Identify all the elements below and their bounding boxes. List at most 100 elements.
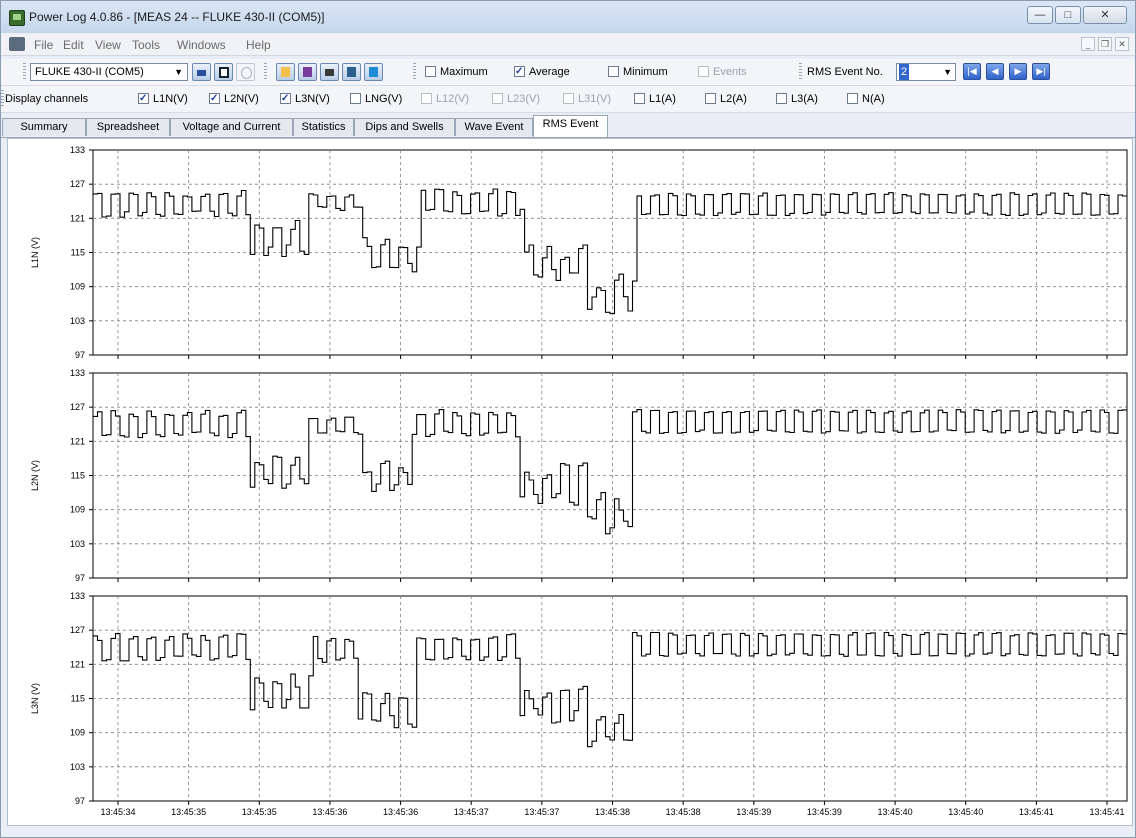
menu-tools[interactable]: Tools bbox=[132, 38, 161, 52]
y-tick-label: 103 bbox=[70, 539, 85, 549]
x-tick-label: 13:45:37 bbox=[524, 807, 559, 817]
print-icon bbox=[325, 69, 334, 76]
channel-label: L3N(V) bbox=[295, 93, 330, 105]
y-tick-label: 109 bbox=[70, 728, 85, 738]
chevron-down-icon: ▼ bbox=[174, 67, 183, 77]
checkbox-box bbox=[209, 92, 220, 105]
y-tick-label: 109 bbox=[70, 505, 85, 515]
export-button[interactable] bbox=[342, 63, 361, 81]
channel-l3a-checkbox[interactable]: L3(A) bbox=[776, 93, 818, 107]
channel-l1n-checkbox[interactable]: L1N(V) bbox=[138, 92, 188, 107]
events-label: Events bbox=[713, 66, 747, 78]
tab-voltage-and-current[interactable]: Voltage and Current bbox=[170, 118, 293, 136]
channel-l31-checkbox: L31(V) bbox=[563, 93, 611, 107]
tab-summary[interactable]: Summary bbox=[2, 118, 86, 136]
rms-trace-3 bbox=[93, 631, 1127, 748]
channel-label: L2N(V) bbox=[224, 93, 259, 105]
minimize-button[interactable]: — bbox=[1027, 6, 1053, 24]
rms-event-label: RMS Event No. bbox=[807, 66, 883, 78]
menu-help[interactable]: Help bbox=[246, 38, 271, 52]
menu-edit[interactable]: Edit bbox=[63, 38, 84, 52]
chart-panel-2: 97 103 109 115 121 127 133 L2N (V) bbox=[30, 368, 1128, 583]
chevron-down-icon: ▼ bbox=[943, 67, 952, 77]
x-tick-label: 13:45:36 bbox=[383, 807, 418, 817]
channel-l2n-checkbox[interactable]: L2N(V) bbox=[209, 92, 259, 107]
tab-statistics[interactable]: Statistics bbox=[293, 118, 354, 136]
average-checkbox[interactable]: Average bbox=[514, 65, 570, 80]
copy-button[interactable] bbox=[276, 63, 295, 81]
main-toolbar: FLUKE 430-II (COM5) ▼ Maximum Average Mi… bbox=[1, 59, 1135, 86]
y-tick-label: 97 bbox=[75, 350, 85, 360]
print-button[interactable] bbox=[320, 63, 339, 81]
close-button[interactable]: ✕ bbox=[1083, 6, 1127, 24]
first-event-button[interactable]: |◀ bbox=[963, 63, 981, 80]
tab-dips-and-swells[interactable]: Dips and Swells bbox=[354, 118, 455, 136]
maximum-checkbox[interactable]: Maximum bbox=[425, 66, 488, 80]
toolbar-grip[interactable] bbox=[413, 63, 416, 81]
rms-event-value: 2 bbox=[899, 64, 910, 80]
download-icon bbox=[197, 70, 206, 76]
channel-l2a-checkbox[interactable]: L2(A) bbox=[705, 93, 747, 107]
mdi-restore-button[interactable]: ❐ bbox=[1098, 37, 1112, 51]
menu-file[interactable]: File bbox=[34, 38, 54, 52]
status-bar bbox=[1, 827, 1135, 837]
maximize-button[interactable]: □ bbox=[1055, 6, 1081, 24]
document-menu-icon[interactable] bbox=[9, 37, 25, 51]
x-tick-label: 13:45:37 bbox=[454, 807, 489, 817]
channel-l3n-checkbox[interactable]: L3N(V) bbox=[280, 92, 330, 107]
channel-l1a-checkbox[interactable]: L1(A) bbox=[634, 93, 676, 107]
channel-l23-checkbox: L23(V) bbox=[492, 93, 540, 107]
report-button[interactable] bbox=[364, 63, 383, 81]
mdi-minimize-button[interactable]: _ bbox=[1081, 37, 1095, 51]
y-tick-label: 121 bbox=[70, 436, 85, 446]
next-event-button[interactable]: ▶ bbox=[1009, 63, 1027, 80]
y-axis-label: L3N (V) bbox=[30, 683, 40, 714]
channel-na-checkbox[interactable]: N(A) bbox=[847, 93, 885, 107]
device-select[interactable]: FLUKE 430-II (COM5) ▼ bbox=[30, 63, 188, 81]
checkbox-box bbox=[514, 65, 525, 78]
y-tick-label: 133 bbox=[70, 591, 85, 601]
y-tick-label: 115 bbox=[71, 248, 85, 258]
rms-event-select[interactable]: 2 ▼ bbox=[896, 63, 956, 81]
x-tick-label: 13:45:39 bbox=[807, 807, 842, 817]
tab-wave-event[interactable]: Wave Event bbox=[455, 118, 533, 136]
download-button[interactable] bbox=[192, 63, 211, 81]
clock-button[interactable] bbox=[236, 63, 255, 81]
prev-event-button[interactable]: ◀ bbox=[986, 63, 1004, 80]
channel-label: L31(V) bbox=[578, 93, 612, 105]
checkbox-box bbox=[698, 66, 709, 77]
checkbox-box bbox=[138, 92, 149, 105]
minimum-checkbox[interactable]: Minimum bbox=[608, 66, 668, 80]
toolbar-grip[interactable] bbox=[264, 63, 267, 81]
y-tick-label: 115 bbox=[71, 471, 85, 481]
save-button[interactable] bbox=[298, 63, 317, 81]
y-tick-label: 121 bbox=[70, 213, 85, 223]
device-button[interactable] bbox=[214, 63, 233, 81]
channel-label: L23(V) bbox=[507, 93, 541, 105]
chart-panel-3: 97 103 109 115 121 127 133 L3N (V) bbox=[30, 591, 1128, 806]
previous-icon: ◀ bbox=[991, 66, 999, 76]
tab-rms-event[interactable]: RMS Event bbox=[533, 115, 608, 137]
channel-label: L2(A) bbox=[720, 93, 747, 105]
maximum-label: Maximum bbox=[440, 66, 488, 78]
report-icon bbox=[369, 67, 378, 77]
last-event-button[interactable]: ▶| bbox=[1032, 63, 1050, 80]
tab-strip: Summary Spreadsheet Voltage and Current … bbox=[1, 115, 1135, 138]
y-tick-label: 127 bbox=[70, 179, 85, 189]
toolbar-grip[interactable] bbox=[799, 63, 802, 81]
title-bar: Power Log 4.0.86 - [MEAS 24 -- FLUKE 430… bbox=[1, 1, 1135, 33]
channel-label: L1N(V) bbox=[153, 93, 188, 105]
mdi-close-button[interactable]: ✕ bbox=[1115, 37, 1129, 51]
y-axis-label: L2N (V) bbox=[30, 460, 40, 491]
channel-lng-checkbox[interactable]: LNG(V) bbox=[350, 93, 402, 107]
checkbox-box bbox=[705, 93, 716, 104]
device-icon bbox=[219, 67, 229, 78]
rms-trace-2 bbox=[93, 409, 1127, 535]
menu-windows[interactable]: Windows bbox=[177, 38, 226, 52]
menu-view[interactable]: View bbox=[95, 38, 121, 52]
toolbar-grip[interactable] bbox=[1, 90, 4, 108]
checkbox-box bbox=[847, 93, 858, 104]
toolbar-grip[interactable] bbox=[23, 63, 26, 81]
tab-spreadsheet[interactable]: Spreadsheet bbox=[86, 118, 170, 136]
